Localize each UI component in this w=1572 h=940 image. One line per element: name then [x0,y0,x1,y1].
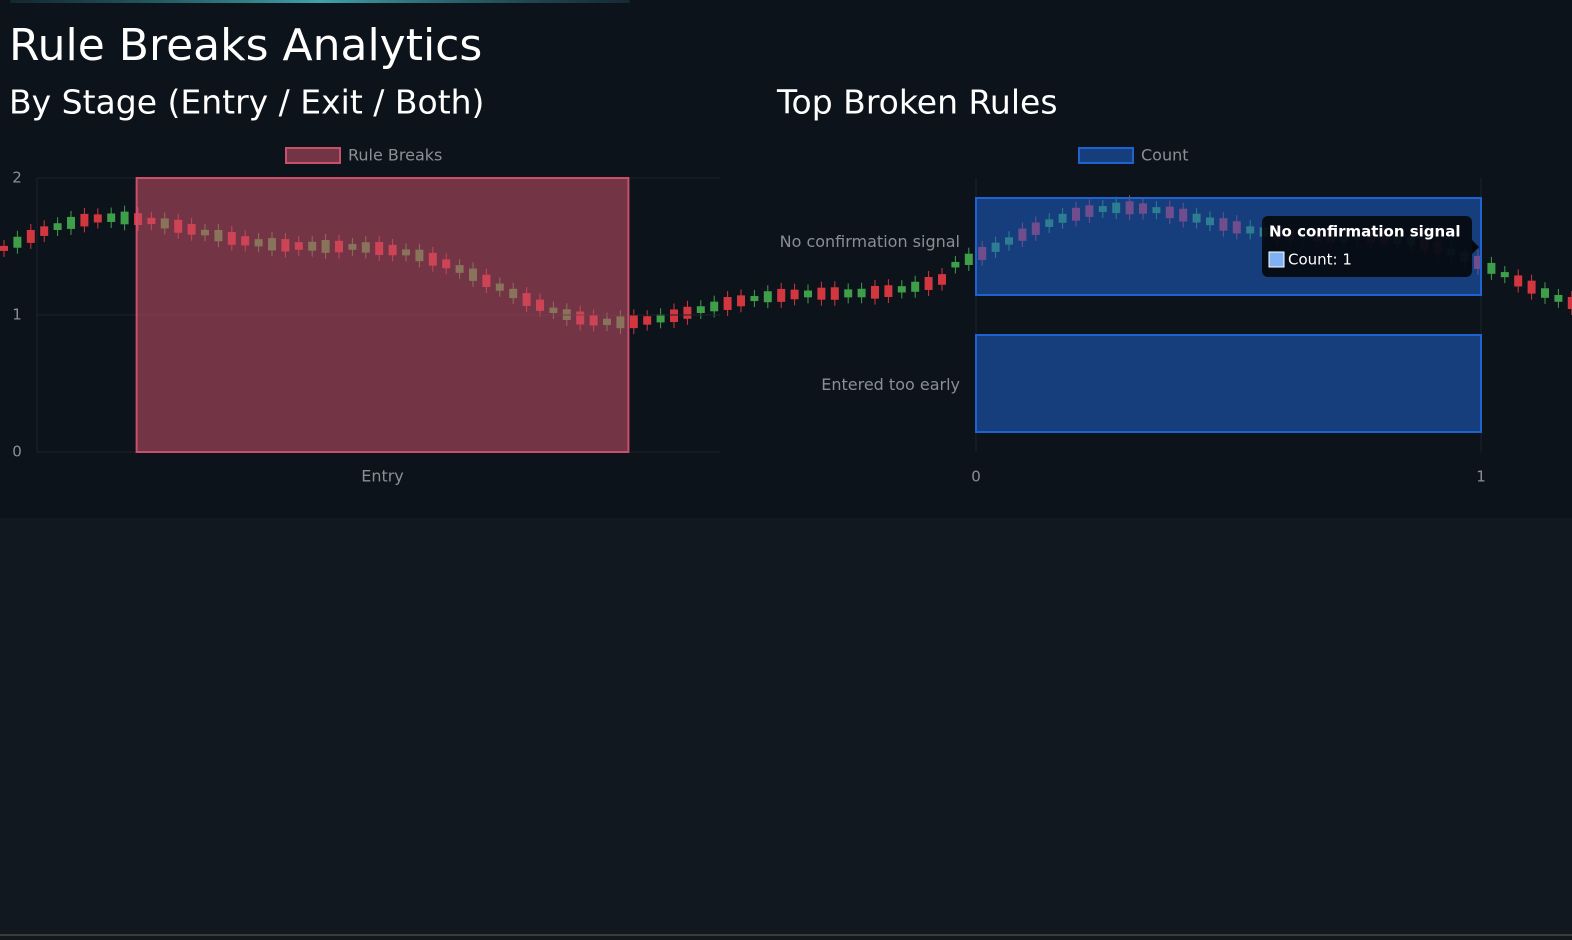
candle-body [26,229,35,243]
legend-swatch [1078,147,1134,164]
y-tick-label: 1 [12,306,22,324]
candle-body [1541,288,1549,298]
x-tick-label: 0 [971,468,981,486]
x-tick-label: Entry [361,467,404,486]
legend-label: Count [1141,146,1189,165]
candle-body [964,253,973,265]
bar [135,177,630,453]
chart-title: By Stage (Entry / Exit / Both) [9,83,484,122]
candle-body [817,287,826,300]
candle-body [1567,296,1572,310]
candle-body [830,287,839,300]
candle-body [871,285,879,299]
candle-body [1500,272,1509,278]
chart-title: Top Broken Rules [776,83,1058,122]
candle-body [656,314,665,323]
candle-body [844,289,853,298]
y-tick-label: 0 [12,443,22,461]
candle-body [911,281,920,292]
legend-swatch [285,147,341,164]
candle-body [790,289,799,300]
candle-body [1554,294,1563,302]
candle-body [683,306,692,319]
progress-bar [10,0,630,3]
candle-body [107,213,116,222]
candle-body [897,286,906,293]
tooltip-label: Count: 1 [1288,251,1352,269]
candle-body [763,291,772,303]
tooltip [1262,216,1472,277]
candle-body [857,288,866,298]
candle-body [750,296,759,302]
candle-body [723,297,732,310]
tooltip-caret [1472,240,1479,254]
candle-body [804,290,812,298]
candle-body [67,216,75,229]
candle-body [53,223,62,230]
candle-body [0,245,8,251]
candle-body [884,285,893,297]
y-tick-label: No confirmation signal [780,232,960,251]
candle-body [696,306,705,314]
y-tick-label: 2 [12,169,22,187]
candle-body [710,301,719,312]
page-title: Rule Breaks Analytics [9,20,482,71]
candle-body [777,288,786,302]
candle-body [643,316,652,325]
legend-label: Rule Breaks [348,146,442,165]
candle-body [670,309,678,323]
y-tick-label: Entered too early [821,375,960,394]
bottom-border [0,934,1572,936]
candle-body [120,211,129,225]
tooltip-title: No confirmation signal [1269,223,1461,241]
tooltip-swatch [1268,251,1285,268]
candle-body [1487,262,1496,274]
candle-body [1514,275,1523,287]
candle-body [13,236,22,248]
candle-body [40,226,49,236]
x-tick-label: 1 [1476,468,1486,486]
candle-body [951,261,960,268]
candle-body [924,276,933,290]
candle-body [629,315,638,329]
candle-body [938,274,946,285]
candle-body [93,214,102,223]
candle-body [737,295,745,307]
bar [975,334,1482,433]
candle-body [80,213,89,227]
candle-body [1527,280,1536,294]
